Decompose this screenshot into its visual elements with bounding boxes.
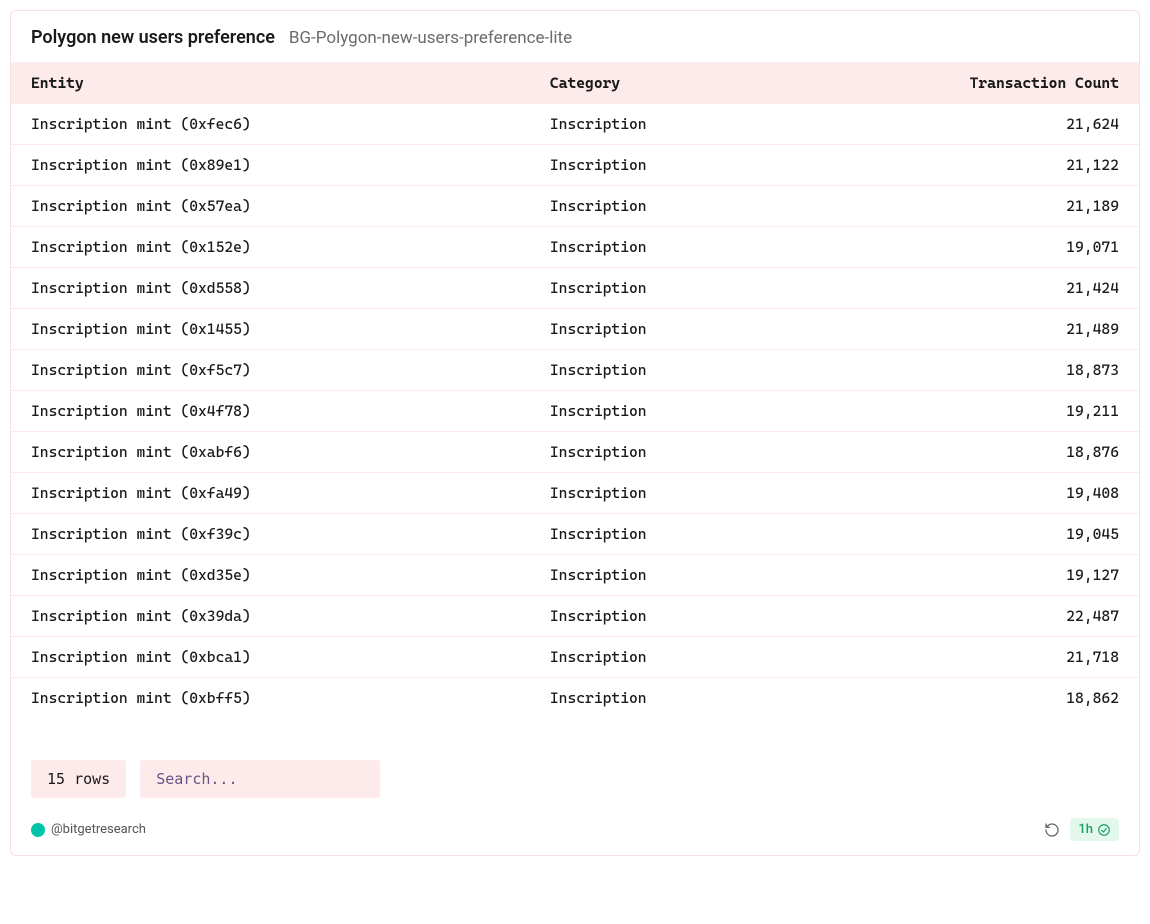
table-row[interactable]: Inscription mint (0xf39c)Inscription19,0…: [11, 514, 1139, 555]
cell-category: Inscription: [530, 432, 914, 473]
cell-entity: Inscription mint (0xf39c): [11, 514, 530, 555]
table-row[interactable]: Inscription mint (0x4f78)Inscription19,2…: [11, 391, 1139, 432]
cell-count: 21,718: [913, 637, 1139, 678]
cell-entity: Inscription mint (0x1455): [11, 309, 530, 350]
table-header-row: Entity Category Transaction Count: [11, 62, 1139, 104]
cell-entity: Inscription mint (0xabf6): [11, 432, 530, 473]
cell-count: 19,211: [913, 391, 1139, 432]
cell-count: 18,862: [913, 678, 1139, 719]
cell-category: Inscription: [530, 309, 914, 350]
cell-entity: Inscription mint (0x152e): [11, 227, 530, 268]
cell-count: 18,876: [913, 432, 1139, 473]
data-card: Polygon new users preference BG-Polygon-…: [10, 10, 1140, 856]
table-row[interactable]: Inscription mint (0x57ea)Inscription21,1…: [11, 186, 1139, 227]
table-row[interactable]: Inscription mint (0x152e)Inscription19,0…: [11, 227, 1139, 268]
cell-entity: Inscription mint (0xfa49): [11, 473, 530, 514]
author-avatar-icon: [31, 823, 45, 837]
cell-count: 19,071: [913, 227, 1139, 268]
table-container: Entity Category Transaction Count Inscri…: [11, 62, 1139, 718]
card-title: Polygon new users preference: [31, 27, 275, 48]
search-input[interactable]: [140, 760, 380, 798]
table-row[interactable]: Inscription mint (0xbff5)Inscription18,8…: [11, 678, 1139, 719]
footer-controls: 15 rows: [31, 760, 1119, 798]
cell-count: 19,127: [913, 555, 1139, 596]
rows-count-badge: 15 rows: [31, 760, 126, 798]
refresh-icon[interactable]: [1044, 822, 1060, 838]
cell-count: 19,045: [913, 514, 1139, 555]
cell-category: Inscription: [530, 227, 914, 268]
footer-bottom: @bitgetresearch 1h: [31, 818, 1119, 841]
cell-count: 22,487: [913, 596, 1139, 637]
cell-count: 21,424: [913, 268, 1139, 309]
cell-category: Inscription: [530, 104, 914, 145]
cell-category: Inscription: [530, 145, 914, 186]
cell-category: Inscription: [530, 473, 914, 514]
cell-category: Inscription: [530, 555, 914, 596]
table-row[interactable]: Inscription mint (0xbca1)Inscription21,7…: [11, 637, 1139, 678]
table-row[interactable]: Inscription mint (0x1455)Inscription21,4…: [11, 309, 1139, 350]
cell-category: Inscription: [530, 391, 914, 432]
table-row[interactable]: Inscription mint (0x39da)Inscription22,4…: [11, 596, 1139, 637]
cell-category: Inscription: [530, 596, 914, 637]
author-link[interactable]: @bitgetresearch: [31, 822, 146, 837]
table-row[interactable]: Inscription mint (0xd35e)Inscription19,1…: [11, 555, 1139, 596]
table-row[interactable]: Inscription mint (0xf5c7)Inscription18,8…: [11, 350, 1139, 391]
author-handle: @bitgetresearch: [51, 822, 146, 837]
table-row[interactable]: Inscription mint (0xd558)Inscription21,4…: [11, 268, 1139, 309]
cell-count: 19,408: [913, 473, 1139, 514]
cell-category: Inscription: [530, 268, 914, 309]
data-table: Entity Category Transaction Count Inscri…: [11, 62, 1139, 718]
cell-category: Inscription: [530, 678, 914, 719]
cell-entity: Inscription mint (0x4f78): [11, 391, 530, 432]
cell-category: Inscription: [530, 637, 914, 678]
table-row[interactable]: Inscription mint (0xfa49)Inscription19,4…: [11, 473, 1139, 514]
cell-count: 21,122: [913, 145, 1139, 186]
card-footer: 15 rows @bitgetresearch 1h: [11, 718, 1139, 855]
cell-entity: Inscription mint (0xf5c7): [11, 350, 530, 391]
footer-right: 1h: [1044, 818, 1119, 841]
table-row[interactable]: Inscription mint (0xfec6)Inscription21,6…: [11, 104, 1139, 145]
cell-entity: Inscription mint (0x39da): [11, 596, 530, 637]
check-circle-icon: [1097, 823, 1111, 837]
time-freshness-badge[interactable]: 1h: [1070, 818, 1119, 841]
cell-entity: Inscription mint (0xbff5): [11, 678, 530, 719]
cell-entity: Inscription mint (0xfec6): [11, 104, 530, 145]
cell-entity: Inscription mint (0x57ea): [11, 186, 530, 227]
cell-entity: Inscription mint (0xd35e): [11, 555, 530, 596]
cell-category: Inscription: [530, 350, 914, 391]
cell-entity: Inscription mint (0xd558): [11, 268, 530, 309]
cell-count: 21,189: [913, 186, 1139, 227]
cell-count: 21,624: [913, 104, 1139, 145]
cell-category: Inscription: [530, 514, 914, 555]
cell-count: 18,873: [913, 350, 1139, 391]
card-header: Polygon new users preference BG-Polygon-…: [11, 11, 1139, 62]
column-header-category[interactable]: Category: [530, 62, 914, 104]
cell-entity: Inscription mint (0x89e1): [11, 145, 530, 186]
column-header-entity[interactable]: Entity: [11, 62, 530, 104]
column-header-count[interactable]: Transaction Count: [913, 62, 1139, 104]
cell-entity: Inscription mint (0xbca1): [11, 637, 530, 678]
cell-category: Inscription: [530, 186, 914, 227]
cell-count: 21,489: [913, 309, 1139, 350]
table-row[interactable]: Inscription mint (0x89e1)Inscription21,1…: [11, 145, 1139, 186]
card-subtitle: BG-Polygon-new-users-preference-lite: [289, 28, 572, 48]
time-badge-label: 1h: [1078, 822, 1093, 837]
table-row[interactable]: Inscription mint (0xabf6)Inscription18,8…: [11, 432, 1139, 473]
